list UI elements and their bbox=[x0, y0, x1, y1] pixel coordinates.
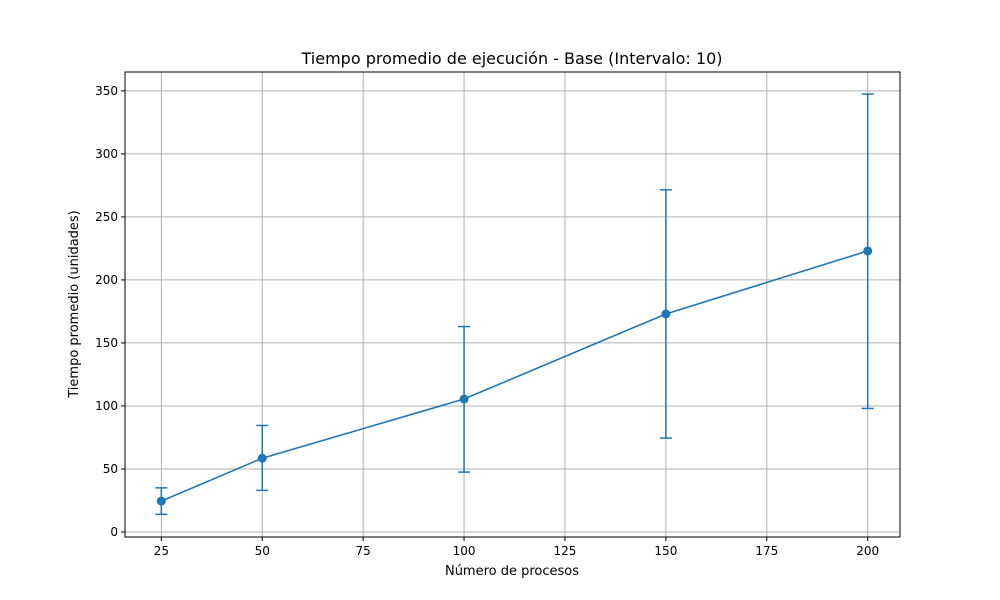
y-tick-label: 50 bbox=[103, 462, 118, 476]
x-tick-label: 25 bbox=[154, 544, 169, 558]
x-tick-label: 100 bbox=[453, 544, 476, 558]
y-tick-label: 200 bbox=[95, 273, 118, 287]
y-tick-label: 250 bbox=[95, 210, 118, 224]
y-tick-label: 300 bbox=[95, 147, 118, 161]
data-point bbox=[156, 496, 166, 506]
x-tick-label: 50 bbox=[255, 544, 270, 558]
y-tick-label: 350 bbox=[95, 84, 118, 98]
x-tick-label: 200 bbox=[856, 544, 879, 558]
axes-frame bbox=[124, 71, 901, 538]
y-axis-label: Tiempo promedio (unidades) bbox=[67, 210, 82, 399]
y-tick-label: 100 bbox=[95, 399, 118, 413]
ticks: 25 50 75 100 125 150 175 200 0 50 100 150 200 250 300 3… bbox=[95, 84, 879, 558]
y-tick-label: 150 bbox=[95, 336, 118, 350]
data-point bbox=[863, 246, 873, 256]
x-tick-label: 150 bbox=[654, 544, 677, 558]
x-tick-label: 175 bbox=[755, 544, 778, 558]
y-tick-label: 0 bbox=[110, 525, 118, 539]
x-tick-label: 75 bbox=[356, 544, 371, 558]
chart-title: Tiempo promedio de ejecución - Base (Int… bbox=[301, 49, 723, 68]
x-axis-label: Número de procesos bbox=[445, 564, 579, 579]
x-tick-label: 125 bbox=[554, 544, 577, 558]
data-point bbox=[459, 394, 469, 404]
plot-data bbox=[155, 93, 874, 516]
data-point bbox=[257, 453, 267, 463]
data-point bbox=[661, 309, 671, 319]
